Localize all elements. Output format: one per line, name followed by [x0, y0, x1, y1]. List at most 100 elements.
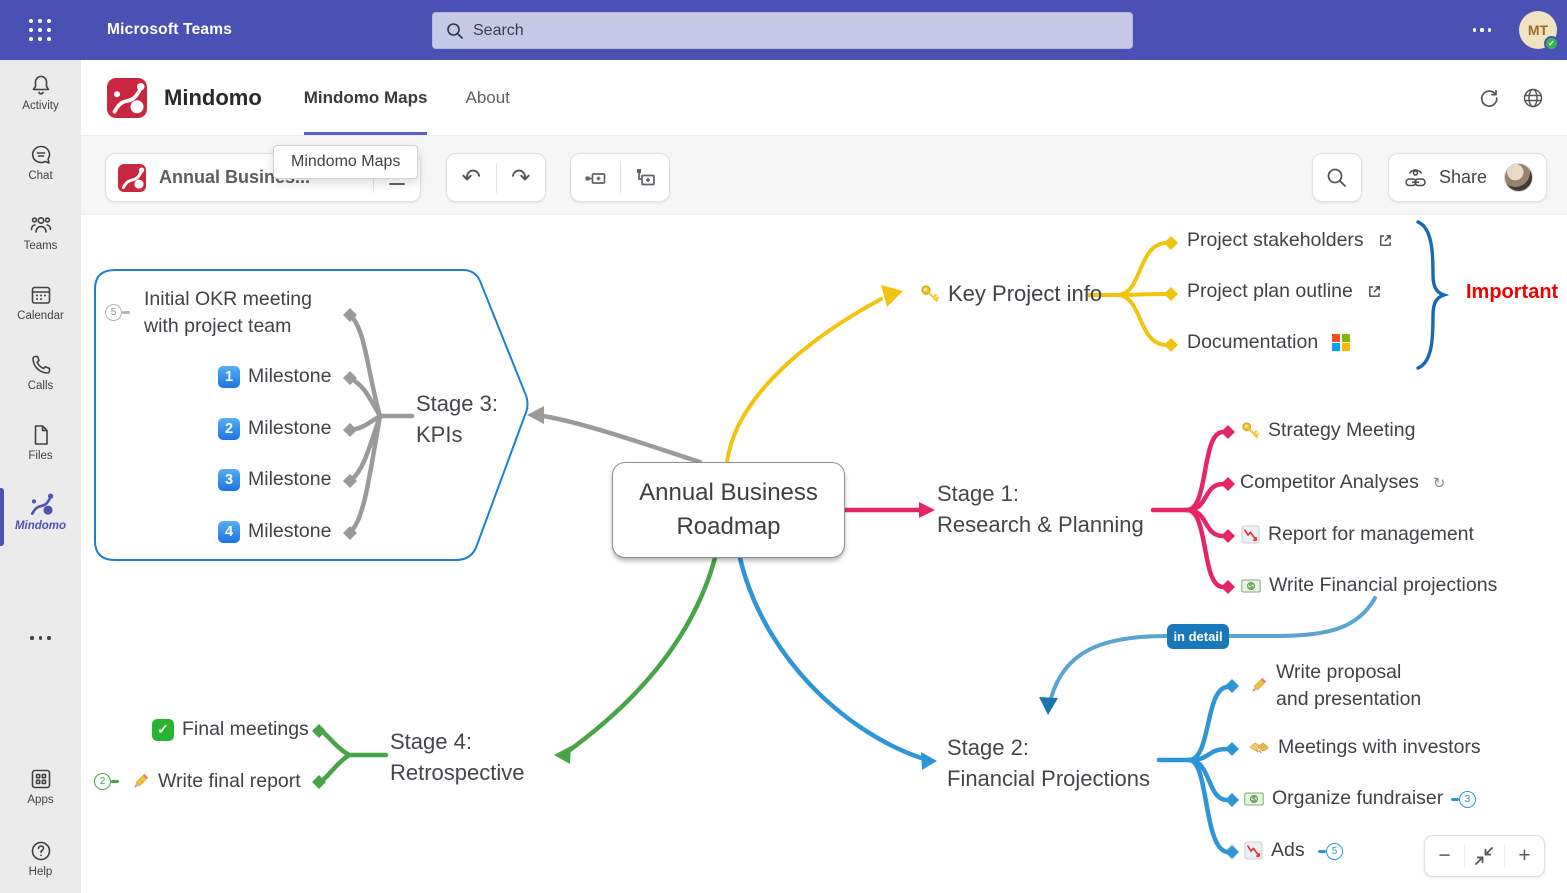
undo-button[interactable]: ↶ — [461, 164, 481, 190]
milestone-4-badge: 4 — [218, 520, 240, 543]
topic-initial-okr-meeting[interactable]: Initial OKR meeting with project team — [144, 288, 312, 337]
topic-key-project-info[interactable]: Key Project info — [920, 281, 1102, 307]
sidebar-item-help[interactable]: Help — [0, 838, 81, 878]
share-view-link-icon — [1405, 168, 1426, 186]
fit-map-button[interactable] — [1465, 836, 1504, 876]
pencil-icon — [1252, 677, 1267, 692]
avatar[interactable]: MT ✓ — [1519, 11, 1559, 51]
topic-stage2[interactable]: Stage 2: Financial Projections — [947, 735, 1150, 791]
svg-text:$: $ — [1252, 796, 1256, 803]
tab-tooltip: Mindomo Maps — [273, 145, 419, 179]
chart-decreasing-icon — [1244, 841, 1263, 860]
chart-decreasing-icon — [1241, 525, 1260, 544]
search-icon — [447, 22, 463, 39]
topic-ads[interactable]: Ads — [1244, 839, 1305, 862]
active-indicator — [0, 488, 4, 546]
insert-subtopic-button[interactable] — [620, 154, 669, 201]
avatar-initials: MT — [1527, 22, 1549, 38]
topic-milestone-1[interactable]: 1 Milestone — [218, 365, 331, 388]
phone-icon — [31, 355, 50, 374]
sidebar-item-calendar[interactable]: Calendar — [0, 282, 81, 322]
money-icon: $ — [1244, 792, 1264, 805]
important-annotation[interactable]: Important — [1466, 281, 1559, 303]
teams-icon — [30, 217, 51, 233]
sidebar-item-calls[interactable]: Calls — [0, 352, 81, 392]
svg-text:$: $ — [1249, 583, 1253, 590]
sidebar-item-chat[interactable]: Chat — [0, 142, 81, 182]
app-rail: Activity Chat Teams Calendar — [0, 60, 81, 893]
external-link-icon[interactable] — [1378, 233, 1393, 248]
insert-topic-button[interactable] — [571, 154, 620, 201]
mindmap-canvas[interactable]: Annual Business Roadmap Key Project info… — [81, 215, 1567, 893]
tab-mindomo-maps[interactable]: Mindomo Maps — [303, 60, 428, 135]
redo-button[interactable]: ↷ — [511, 164, 531, 190]
map-title: Annual Busines... — [159, 167, 311, 187]
tab-about[interactable]: About — [465, 87, 510, 107]
undo-redo-card: ↶ ↷ — [446, 153, 546, 202]
milestone-2-badge: 2 — [218, 417, 240, 440]
topic-strategy-meeting[interactable]: Strategy Meeting — [1241, 419, 1415, 442]
microsoft-logo-icon — [1332, 333, 1350, 352]
handshake-icon — [1249, 742, 1269, 753]
task-recurrence-icon: ↻ — [1432, 474, 1446, 492]
globe-icon[interactable] — [1521, 86, 1545, 110]
refresh-icon[interactable] — [1477, 86, 1501, 110]
important-brace — [1416, 220, 1450, 370]
topic-write-final-report[interactable]: Write final report — [130, 770, 301, 793]
topic-milestone-3[interactable]: 3 Milestone — [218, 468, 331, 491]
page-title: Mindomo — [164, 84, 262, 110]
topic-write-financial-projections[interactable]: $ Write Financial projections — [1241, 574, 1497, 597]
zoom-out-button[interactable]: − — [1438, 844, 1451, 867]
teams-search-bar[interactable] — [432, 12, 1133, 49]
compress-icon — [1475, 847, 1494, 865]
key-icon — [1242, 422, 1259, 439]
relationship-label[interactable]: in detail — [1167, 624, 1229, 649]
topic-organize-fundraiser[interactable]: $ Organize fundraiser — [1244, 787, 1443, 810]
topic-milestone-2[interactable]: 2 Milestone — [218, 417, 331, 440]
topic-competitor-analyses[interactable]: Competitor Analyses ↻ — [1240, 471, 1446, 493]
milestone-1-badge: 1 — [218, 365, 240, 388]
app-header: Mindomo Mindomo Maps About — [81, 60, 1567, 135]
stage3-boundary — [94, 269, 529, 561]
search-icon — [1327, 168, 1346, 187]
topic-documentation[interactable]: Documentation — [1187, 331, 1350, 354]
sidebar-item-files[interactable]: Files — [0, 422, 81, 462]
zoom-in-button[interactable]: + — [1518, 844, 1531, 867]
topic-stage1[interactable]: Stage 1: Research & Planning — [937, 481, 1144, 537]
topic-final-meetings[interactable]: ✓ Final meetings — [152, 718, 309, 741]
topic-stage3[interactable]: Stage 3: KPIs — [416, 391, 498, 447]
sidebar-item-apps[interactable]: Apps — [0, 766, 81, 806]
milestone-3-badge: 3 — [218, 468, 240, 491]
zoom-controls: − + — [1424, 835, 1545, 877]
mindomo-map-icon — [118, 163, 146, 192]
topic-project-plan-outline[interactable]: Project plan outline — [1187, 280, 1382, 303]
share-button[interactable]: Share — [1388, 153, 1547, 202]
sidebar-item-activity[interactable]: Activity — [0, 72, 81, 112]
map-search-button[interactable] — [1312, 153, 1362, 202]
teams-title: Microsoft Teams — [107, 21, 233, 38]
more-apps-icon[interactable] — [0, 636, 81, 640]
okr-number-badge[interactable]: 5 — [105, 304, 130, 321]
sidebar-item-mindomo[interactable]: Mindomo — [0, 490, 81, 532]
fundraiser-number-badge[interactable]: 3 — [1451, 791, 1476, 808]
chat-icon — [31, 145, 50, 164]
topic-project-stakeholders[interactable]: Project stakeholders — [1187, 229, 1393, 252]
topic-write-proposal[interactable]: Write proposal and presentation — [1248, 659, 1421, 713]
report-number-badge[interactable]: 2 — [94, 773, 119, 790]
sidebar-item-teams[interactable]: Teams — [0, 212, 81, 252]
topic-stage4[interactable]: Stage 4: Retrospective — [390, 729, 525, 785]
relationship-line — [1049, 596, 1377, 700]
topic-meetings-with-investors[interactable]: Meetings with investors — [1248, 736, 1481, 759]
search-input[interactable] — [473, 21, 1073, 40]
topic-central[interactable]: Annual Business Roadmap — [612, 462, 845, 558]
relationship-arrowhead — [1039, 697, 1058, 715]
more-options-icon[interactable] — [1467, 22, 1498, 38]
insert-topic-card — [570, 153, 670, 202]
topic-report-for-management[interactable]: Report for management — [1241, 523, 1474, 546]
waffle-icon[interactable] — [23, 13, 57, 47]
external-link-icon[interactable] — [1367, 284, 1382, 299]
bell-icon — [32, 75, 49, 95]
teams-top-bar: Microsoft Teams MT ✓ — [0, 0, 1567, 60]
topic-milestone-4[interactable]: 4 Milestone — [218, 520, 331, 543]
ads-number-badge[interactable]: 5 — [1318, 843, 1343, 860]
